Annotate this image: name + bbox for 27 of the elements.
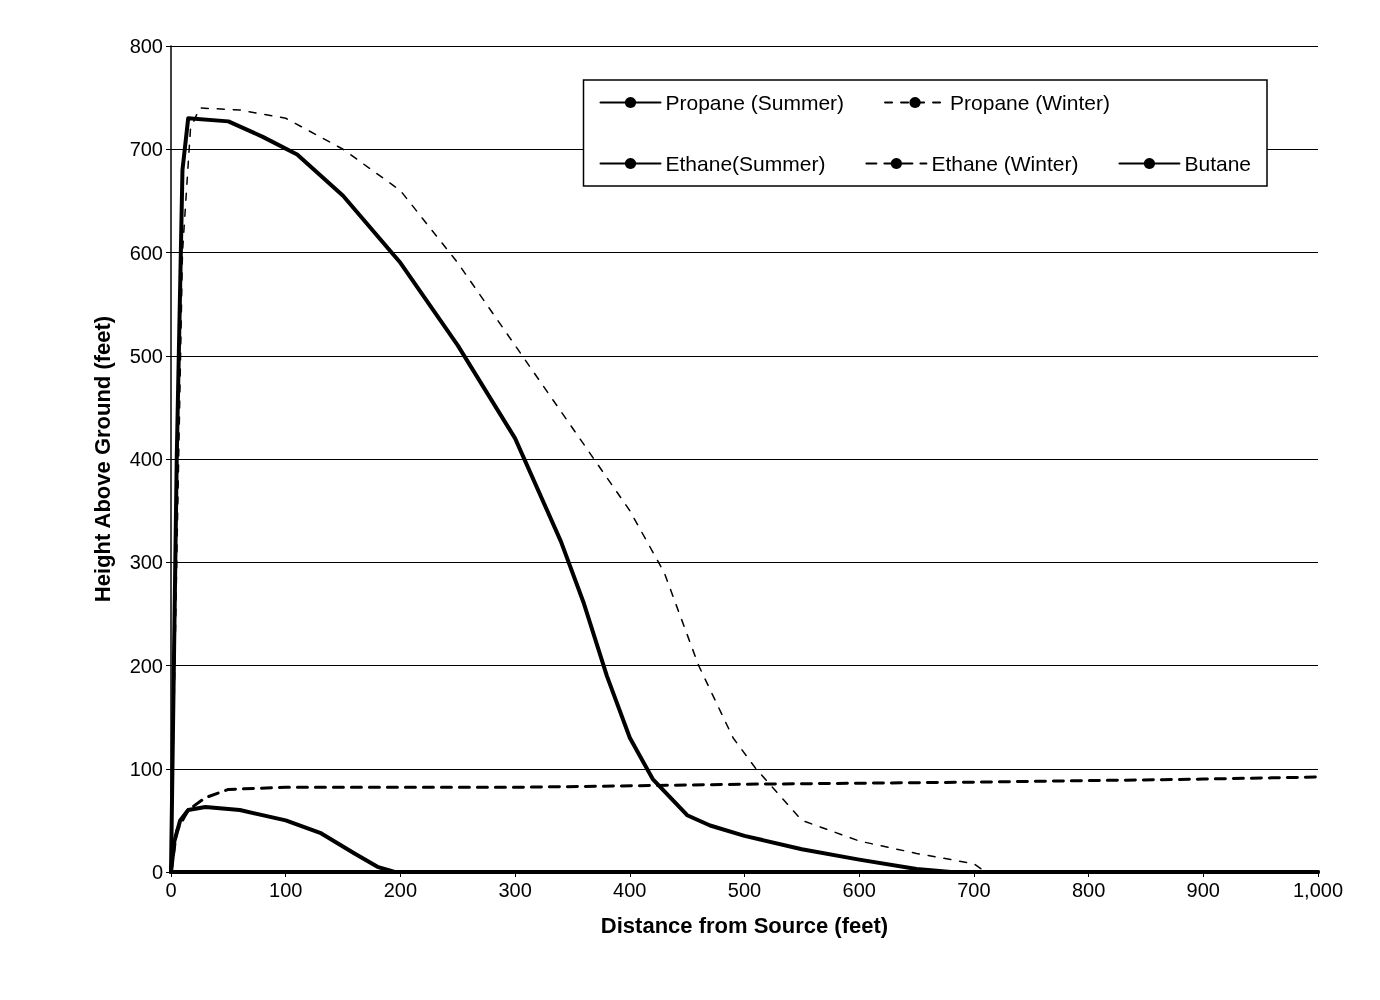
x-axis-title: Distance from Source (feet) [600, 912, 889, 938]
x-tick-label: 100 [269, 879, 303, 901]
y-tick-label: 600 [129, 241, 163, 264]
x-tick-label: 300 [498, 879, 532, 901]
y-tick-label: 700 [129, 138, 163, 161]
legend-label: Ethane (Winter) [931, 152, 1079, 175]
y-tick-label: 200 [129, 654, 163, 677]
y-tick-label: 800 [129, 35, 163, 57]
legend-label: Propane (Summer) [665, 91, 845, 114]
y-tick-label: 400 [129, 448, 163, 470]
x-tick-label: 500 [727, 879, 762, 901]
y-axis-title: Height Above Ground (feet) [89, 315, 115, 603]
y-tick-label: 0 [151, 861, 163, 883]
y-tick-label: 500 [129, 344, 163, 367]
x-tick-label: 0 [165, 879, 177, 901]
y-tick-label: 100 [129, 757, 163, 780]
x-tick-label: 700 [957, 879, 991, 901]
x-tick-label: 200 [383, 879, 418, 901]
x-tick-label: 600 [842, 879, 876, 901]
x-tick-label: 400 [613, 879, 647, 901]
y-tick-label: 300 [129, 551, 163, 574]
x-tick-label: 1,000 [1292, 879, 1344, 901]
legend-label: Butane [1184, 152, 1251, 175]
legend-label: Propane (Winter) [950, 91, 1110, 114]
x-tick-label: 800 [1071, 879, 1106, 901]
x-tick-label: 900 [1186, 879, 1220, 901]
legend-label: Ethane(Summer) [665, 152, 826, 175]
